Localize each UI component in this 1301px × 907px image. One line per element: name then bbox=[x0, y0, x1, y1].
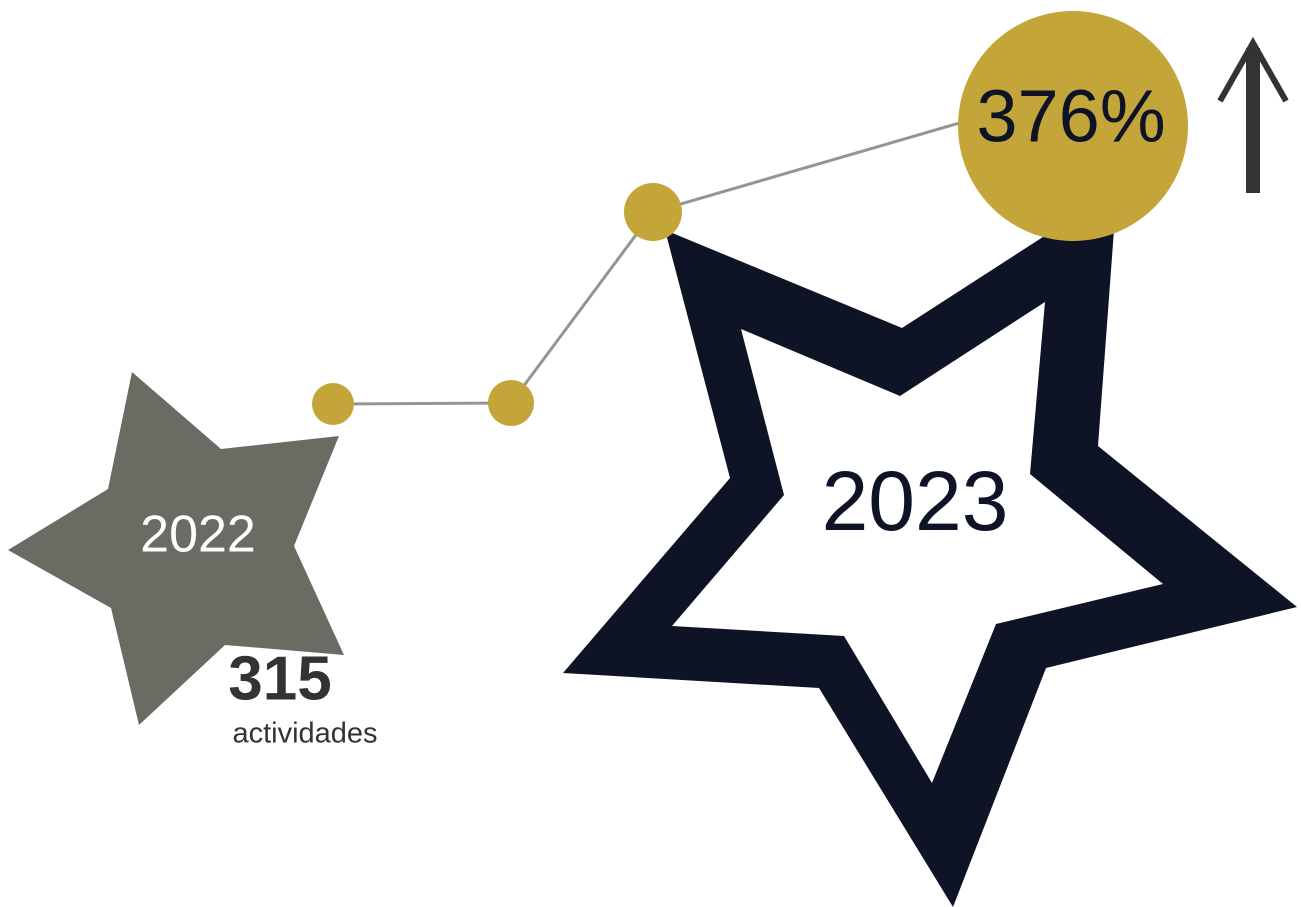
connector-line bbox=[332, 88, 1074, 406]
dot bbox=[488, 380, 534, 426]
up-arrow bbox=[1217, 36, 1289, 193]
count-unit: actividades bbox=[232, 718, 377, 750]
count: 315 bbox=[228, 644, 331, 713]
dot bbox=[312, 383, 354, 425]
star-2022 bbox=[8, 372, 344, 725]
dot bbox=[624, 183, 682, 241]
year-2023: 2023 bbox=[822, 454, 1009, 548]
growth-circle bbox=[958, 11, 1188, 241]
growth-value: 376% bbox=[976, 75, 1165, 158]
year-2022: 2022 bbox=[140, 506, 256, 564]
star-2023 bbox=[563, 226, 1297, 907]
